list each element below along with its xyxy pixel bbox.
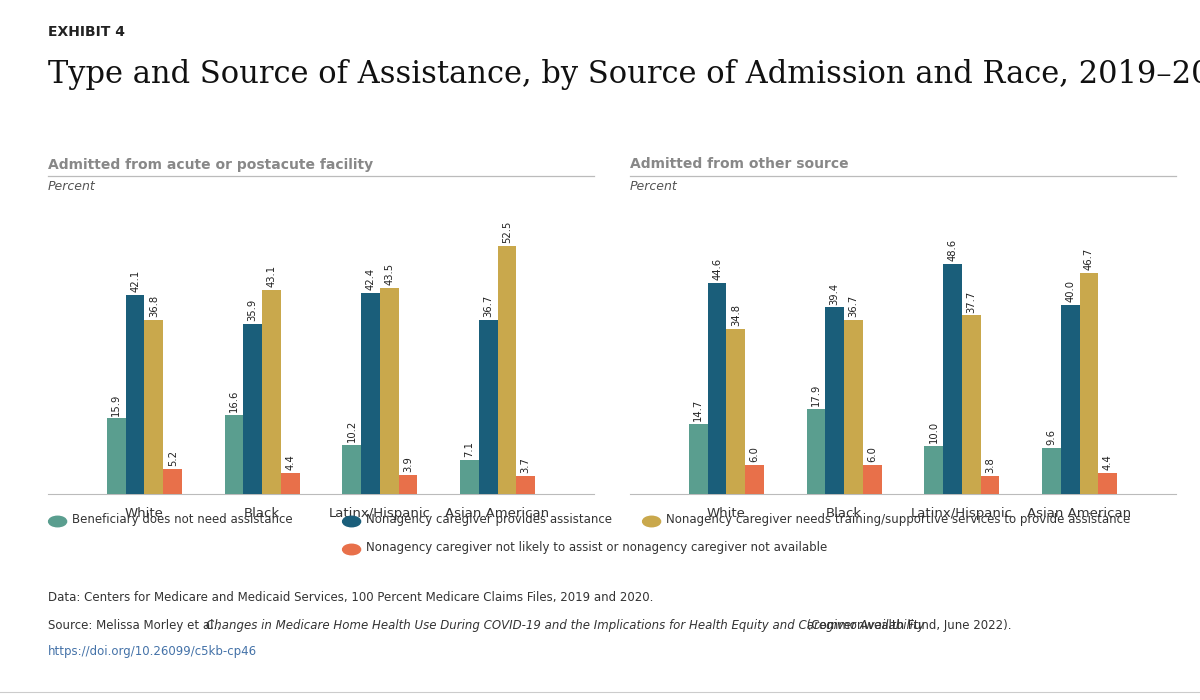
Text: 34.8: 34.8	[731, 304, 740, 326]
Bar	[745, 466, 764, 493]
Text: 42.4: 42.4	[366, 268, 376, 290]
Text: 6.0: 6.0	[868, 447, 877, 462]
Bar	[244, 324, 262, 494]
Text: 4.4: 4.4	[1103, 454, 1112, 470]
Bar	[144, 320, 163, 494]
Bar	[361, 293, 380, 494]
Text: 6.0: 6.0	[750, 447, 760, 462]
Text: 40.0: 40.0	[1066, 280, 1075, 302]
Text: 43.1: 43.1	[266, 265, 276, 287]
Bar	[1042, 448, 1061, 493]
Bar	[398, 475, 418, 493]
Text: 4.4: 4.4	[286, 454, 295, 470]
Text: 39.4: 39.4	[829, 283, 840, 304]
Text: Percent: Percent	[48, 179, 96, 193]
Text: 3.9: 3.9	[403, 456, 413, 473]
Text: 36.8: 36.8	[149, 295, 158, 317]
Bar	[962, 316, 980, 493]
Text: https://doi.org/10.26099/c5kb-cp46: https://doi.org/10.26099/c5kb-cp46	[48, 645, 257, 659]
Text: 42.1: 42.1	[130, 270, 140, 292]
Text: Admitted from other source: Admitted from other source	[630, 158, 848, 172]
Text: EXHIBIT 4: EXHIBIT 4	[48, 25, 125, 38]
Bar	[689, 424, 708, 494]
Bar	[126, 295, 144, 494]
Bar	[980, 475, 1000, 493]
Bar	[844, 320, 863, 494]
Text: 48.6: 48.6	[948, 239, 958, 261]
Bar	[924, 447, 943, 494]
Text: 3.8: 3.8	[985, 457, 995, 473]
Bar	[262, 290, 281, 494]
Text: 14.7: 14.7	[694, 399, 703, 421]
Bar	[726, 329, 745, 494]
Text: Type and Source of Assistance, by Source of Admission and Race, 2019–2020: Type and Source of Assistance, by Source…	[48, 60, 1200, 90]
Text: 10.0: 10.0	[929, 421, 938, 443]
Text: 15.9: 15.9	[112, 393, 121, 416]
Bar	[806, 409, 826, 493]
Text: Source: Melissa Morley et al.,: Source: Melissa Morley et al.,	[48, 620, 224, 633]
Text: 17.9: 17.9	[811, 384, 821, 406]
Text: 44.6: 44.6	[712, 258, 722, 280]
Text: (Commonwealth Fund, June 2022).: (Commonwealth Fund, June 2022).	[803, 620, 1012, 633]
Bar	[460, 460, 479, 494]
Text: 37.7: 37.7	[966, 290, 977, 313]
Text: Changes in Medicare Home Health Use During COVID-19 and the Implications for Hea: Changes in Medicare Home Health Use Duri…	[206, 620, 925, 633]
Text: 5.2: 5.2	[168, 450, 178, 466]
Bar	[281, 473, 300, 494]
Bar	[826, 307, 844, 494]
Text: Percent: Percent	[630, 179, 678, 193]
Text: 46.7: 46.7	[1084, 248, 1094, 270]
Bar	[163, 469, 182, 493]
Bar	[708, 283, 726, 494]
Bar	[380, 288, 398, 494]
Text: 16.6: 16.6	[229, 390, 239, 412]
Text: 36.7: 36.7	[848, 295, 858, 317]
Text: 52.5: 52.5	[502, 220, 512, 243]
Text: 7.1: 7.1	[464, 441, 474, 457]
Bar	[1061, 304, 1080, 494]
Text: Nonagency caregiver not likely to assist or nonagency caregiver not available: Nonagency caregiver not likely to assist…	[366, 541, 827, 554]
Text: Nonagency caregiver needs training/supportive services to provide assistance: Nonagency caregiver needs training/suppo…	[666, 513, 1130, 526]
Text: Nonagency caregiver provides assistance: Nonagency caregiver provides assistance	[366, 513, 612, 526]
Bar	[1098, 473, 1117, 494]
Text: Data: Centers for Medicare and Medicaid Services, 100 Percent Medicare Claims Fi: Data: Centers for Medicare and Medicaid …	[48, 592, 653, 605]
Text: Admitted from acute or postacute facility: Admitted from acute or postacute facilit…	[48, 158, 373, 172]
Bar	[1080, 273, 1098, 494]
Bar	[516, 476, 535, 494]
Text: 43.5: 43.5	[384, 263, 395, 286]
Text: Beneficiary does not need assistance: Beneficiary does not need assistance	[72, 513, 293, 526]
Bar	[943, 264, 962, 493]
Text: 36.7: 36.7	[484, 295, 493, 317]
Bar	[479, 320, 498, 494]
Bar	[498, 246, 516, 494]
Bar	[224, 415, 244, 493]
Bar	[107, 419, 126, 493]
Bar	[863, 466, 882, 493]
Text: 3.7: 3.7	[521, 457, 530, 473]
Text: 35.9: 35.9	[247, 299, 258, 321]
Bar	[342, 445, 361, 493]
Text: 9.6: 9.6	[1046, 429, 1056, 445]
Text: 10.2: 10.2	[347, 420, 356, 442]
